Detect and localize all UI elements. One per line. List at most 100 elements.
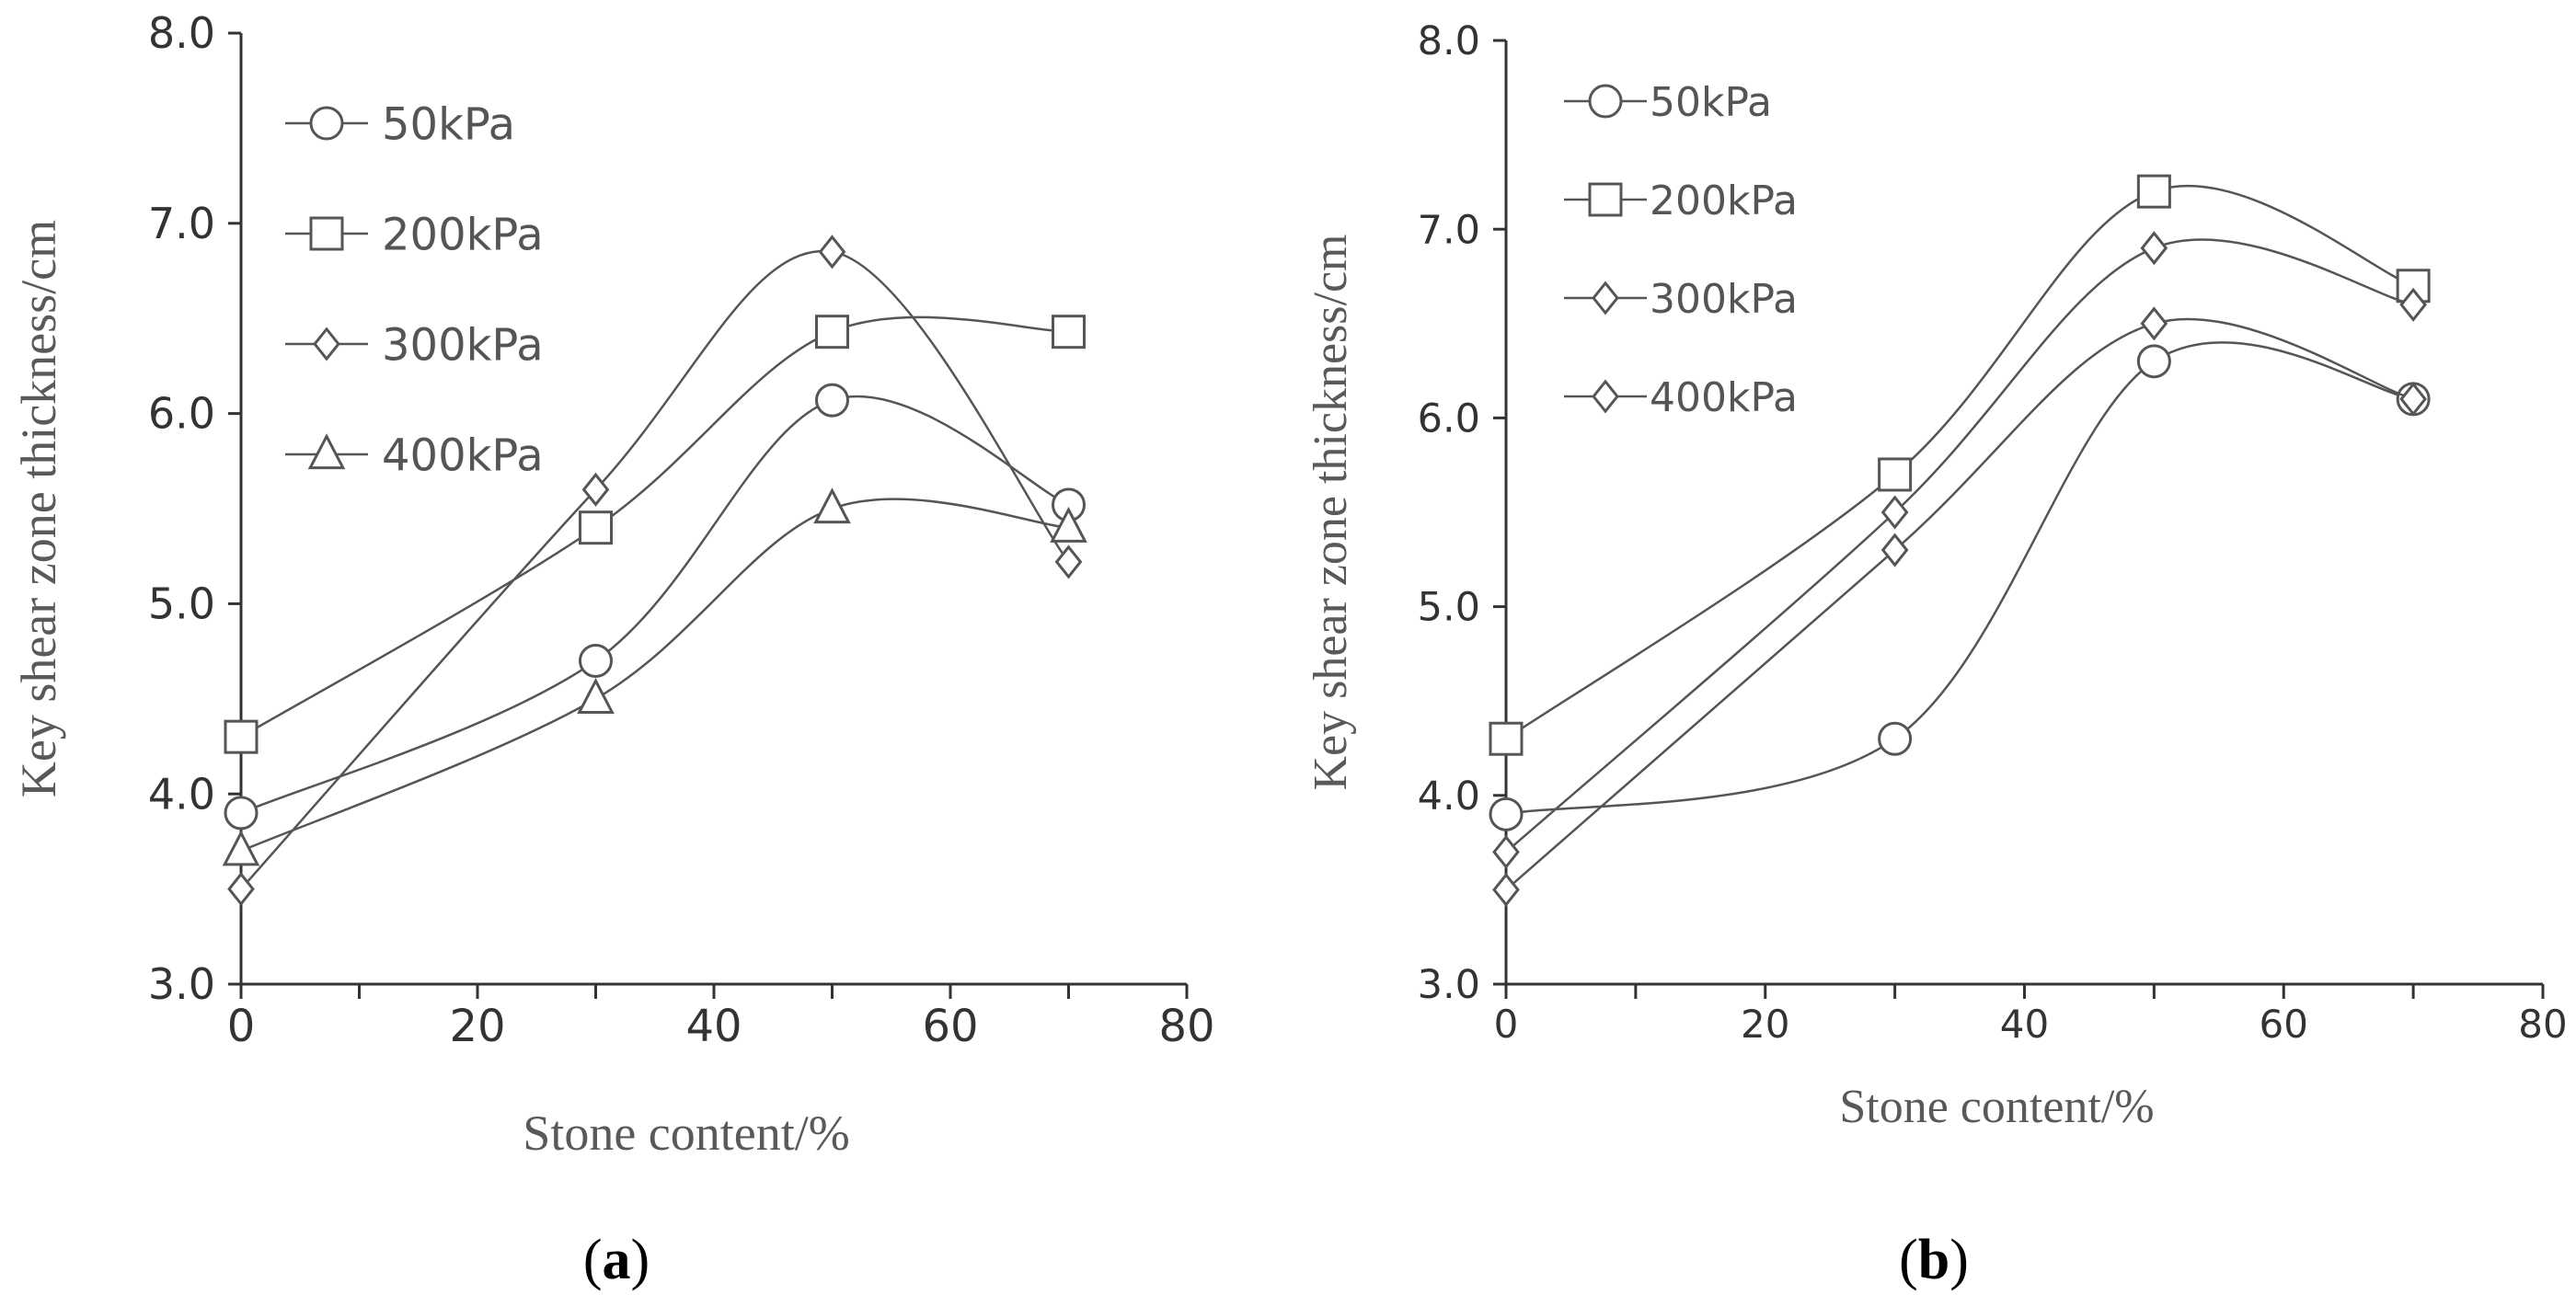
legend-marker: [309, 106, 344, 141]
data-point-marker: [1054, 544, 1083, 579]
legend-label: 300kPa: [382, 319, 544, 371]
series-300kPa: [1492, 231, 2427, 869]
x-tick-label: 40: [685, 1001, 742, 1052]
series-line: [1505, 184, 2414, 740]
y-tick-label: 5.0: [1418, 585, 1480, 631]
legend-marker: [1592, 281, 1619, 315]
y-tick-label: 6.0: [1418, 395, 1480, 441]
legend-marker: [307, 433, 346, 470]
y-tick-label: 4.0: [148, 769, 215, 819]
series-300kPa: [227, 235, 1083, 907]
x-tick-label: 20: [449, 1001, 505, 1052]
y-tick-label: 8.0: [1418, 18, 1480, 64]
x-tick-label: 0: [1494, 1002, 1519, 1047]
x-tick-label: 60: [922, 1001, 978, 1052]
legend-entry: 400kPa: [285, 430, 544, 481]
data-point-marker: [1489, 796, 1524, 831]
series-line: [240, 498, 1069, 853]
data-point-marker: [224, 796, 259, 831]
legend-label: 400kPa: [382, 430, 544, 481]
data-point-marker: [2399, 382, 2427, 417]
legend-marker: [313, 327, 340, 361]
data-point-marker: [224, 719, 259, 754]
legend-label: 50kPa: [1650, 79, 1772, 126]
legend-entry: 400kPa: [1564, 374, 1798, 421]
data-point-marker: [1880, 495, 1909, 530]
data-point-marker: [222, 830, 260, 866]
data-point-marker: [815, 383, 849, 418]
data-point-marker: [818, 235, 846, 269]
legend-entry: 50kPa: [1564, 79, 1772, 126]
y-tick-label: 7.0: [1418, 207, 1480, 253]
y-axis-title: Key shear zone thickness/cm: [11, 220, 66, 797]
x-axis-title: Stone content/%: [523, 1106, 849, 1161]
legend-marker: [1588, 84, 1623, 119]
series-line: [240, 395, 1070, 815]
data-point-marker: [227, 872, 255, 907]
x-tick-label: 20: [1741, 1002, 1789, 1047]
legend-entry: 300kPa: [285, 319, 544, 371]
series-50kPa: [224, 383, 1086, 831]
legend-label: 200kPa: [382, 209, 544, 260]
data-point-marker: [1492, 872, 1520, 907]
data-point-marker: [813, 487, 851, 524]
legend-label: 300kPa: [1650, 276, 1798, 323]
chart-panel-a: 3.0 4.0 5.0 6.0 7.0 8.0 0 20 40 60 80 Key shear zon…: [11, 8, 1215, 1291]
legend-marker: [309, 216, 344, 251]
panel-label: (b): [1899, 1229, 1969, 1291]
data-point-marker: [1050, 506, 1087, 543]
legend-marker: [1592, 379, 1619, 414]
chart-panel-b: 3.0 4.0 5.0 6.0 7.0 8.0 0 20 40 60 80 Key shear zon…: [1305, 18, 2568, 1291]
data-point-marker: [1052, 315, 1086, 350]
data-point-marker: [2399, 287, 2427, 322]
x-tick-label: 80: [2518, 1002, 2567, 1047]
legend-entry: 200kPa: [1564, 178, 1798, 224]
data-point-marker: [2136, 344, 2171, 379]
data-point-marker: [1878, 457, 1913, 492]
data-point-marker: [579, 510, 613, 545]
data-point-marker: [815, 315, 849, 350]
y-tick-label: 5.0: [148, 579, 215, 629]
series-line: [240, 249, 1070, 890]
series-400kPa: [1492, 306, 2427, 907]
series-200kPa: [224, 315, 1086, 754]
data-point-marker: [1880, 533, 1909, 567]
legend-marker: [1588, 182, 1623, 217]
y-tick-label: 7.0: [148, 199, 215, 248]
data-point-marker: [1492, 834, 1520, 869]
y-axis-title: Key shear zone thickness/cm: [1305, 234, 1357, 790]
legend-entry: 50kPa: [285, 98, 515, 150]
y-tick-label: 3.0: [148, 959, 215, 1009]
data-point-marker: [2140, 306, 2168, 341]
series-line: [1505, 317, 2414, 891]
data-point-marker: [2140, 231, 2168, 266]
legend-label: 50kPa: [382, 98, 515, 150]
data-point-marker: [581, 472, 610, 507]
legend-entry: 200kPa: [285, 209, 544, 260]
x-tick-label: 80: [1158, 1001, 1214, 1052]
y-tick-label: 3.0: [1418, 962, 1480, 1008]
data-point-marker: [2136, 174, 2171, 209]
x-axis-title: Stone content/%: [1839, 1081, 2154, 1133]
data-point-marker: [579, 643, 613, 678]
y-tick-label: 8.0: [148, 8, 215, 58]
data-point-marker: [1489, 721, 1524, 756]
series-line: [1505, 238, 2414, 854]
series-line: [1505, 341, 2414, 816]
x-tick-label: 0: [227, 1001, 256, 1052]
series-400kPa: [222, 487, 1087, 866]
series-line: [240, 315, 1069, 739]
legend-entry: 300kPa: [1564, 276, 1798, 323]
legend-label: 200kPa: [1650, 178, 1798, 224]
legend-label: 400kPa: [1650, 374, 1798, 421]
y-tick-label: 6.0: [148, 389, 215, 439]
series-200kPa: [1489, 174, 2431, 756]
series-50kPa: [1489, 341, 2431, 831]
x-tick-label: 60: [2260, 1002, 2308, 1047]
x-tick-label: 40: [2000, 1002, 2049, 1047]
data-point-marker: [577, 678, 615, 714]
y-tick-label: 4.0: [1418, 774, 1480, 819]
data-point-marker: [1878, 721, 1913, 756]
panel-label: (a): [583, 1229, 650, 1291]
